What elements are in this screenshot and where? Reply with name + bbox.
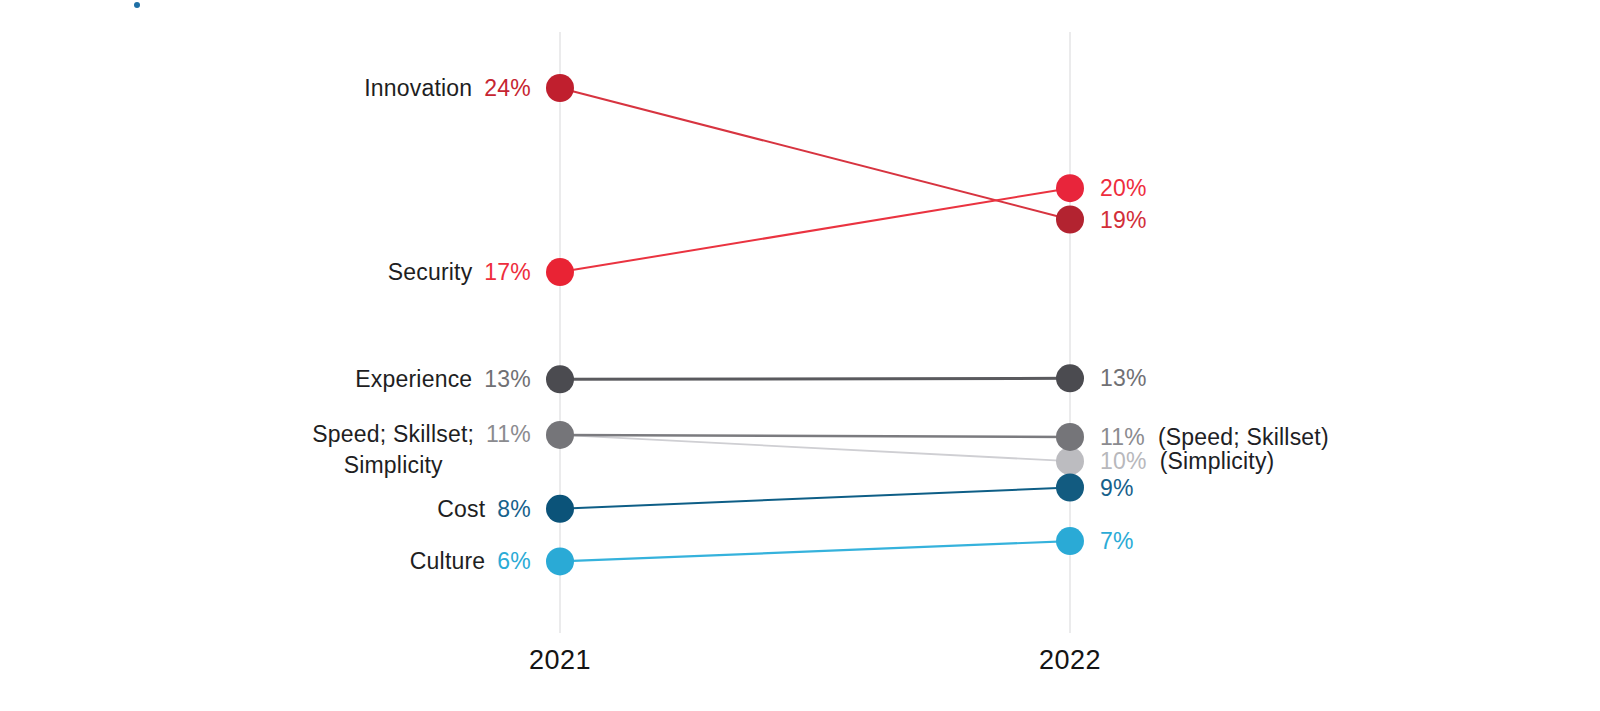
right-label-experience: 13% [1100, 367, 1147, 390]
category-label: Security [388, 261, 473, 284]
x-axis-label-2022: 2022 [1000, 645, 1140, 676]
value-label-left: 6% [497, 550, 531, 573]
left-label-experience: Experience 13% [355, 368, 531, 391]
right-label-security: 20% [1100, 177, 1147, 200]
slope-line-cost [560, 488, 1070, 509]
left-label-innovation: Innovation 24% [364, 77, 531, 100]
left-label-speed-skillset: Speed; Skillset;Simplicity 11% [312, 419, 531, 481]
left-label-security: Security 17% [388, 261, 531, 284]
slope-line-security [560, 188, 1070, 272]
series-note: (Speed; Skillset) [1158, 425, 1329, 448]
value-label-left: 13% [484, 368, 531, 391]
value-label-left: 24% [484, 77, 531, 100]
dot-culture-left [546, 547, 574, 575]
value-label-right: 13% [1100, 367, 1147, 390]
slope-line-simplicity [560, 435, 1070, 461]
dot-cost-left [546, 495, 574, 523]
dot-speed-skillset-right [1056, 423, 1084, 451]
value-label-right: 9% [1100, 476, 1134, 499]
category-label: Cost [437, 497, 485, 520]
dot-speed-skillset-left [546, 421, 574, 449]
right-label-speed-skillset: 11% (Speed; Skillset) [1100, 425, 1329, 448]
series-note: (Simplicity) [1160, 450, 1275, 473]
value-label-left: 11% [486, 419, 531, 450]
right-label-cost: 9% [1100, 476, 1134, 499]
slope-line-culture [560, 541, 1070, 561]
value-label-right: 7% [1100, 530, 1134, 553]
chart-canvas [0, 0, 1600, 711]
value-label-left: 17% [484, 261, 531, 284]
category-label: Speed; Skillset;Simplicity [312, 419, 474, 481]
dot-culture-right [1056, 527, 1084, 555]
value-label-left: 8% [497, 497, 531, 520]
dot-innovation-left [546, 74, 574, 102]
left-label-cost: Cost 8% [437, 497, 531, 520]
right-label-culture: 7% [1100, 530, 1134, 553]
slope-line-experience [560, 378, 1070, 379]
dot-experience-left [546, 365, 574, 393]
category-label: Innovation [364, 77, 472, 100]
value-label-right: 19% [1100, 208, 1147, 231]
dot-cost-right [1056, 474, 1084, 502]
dot-experience-right [1056, 364, 1084, 392]
left-label-culture: Culture 6% [410, 550, 531, 573]
category-label: Experience [355, 368, 472, 391]
dot-security-right [1056, 174, 1084, 202]
right-label-simplicity: 10% (Simplicity) [1100, 450, 1274, 473]
value-label-right: 20% [1100, 177, 1147, 200]
value-label-right: 11% [1100, 425, 1145, 448]
slope-chart-page: Innovation 24% 19% Security 17% 20% Experience… [0, 0, 1600, 711]
right-label-innovation: 19% [1100, 208, 1147, 231]
dot-simplicity-right [1056, 447, 1084, 475]
dot-security-left [546, 258, 574, 286]
dot-innovation-right [1056, 206, 1084, 234]
category-label: Culture [410, 550, 486, 573]
value-label-right: 10% [1100, 450, 1147, 473]
x-axis-label-2021: 2021 [490, 645, 630, 676]
slope-line-speed-skillset [560, 435, 1070, 437]
